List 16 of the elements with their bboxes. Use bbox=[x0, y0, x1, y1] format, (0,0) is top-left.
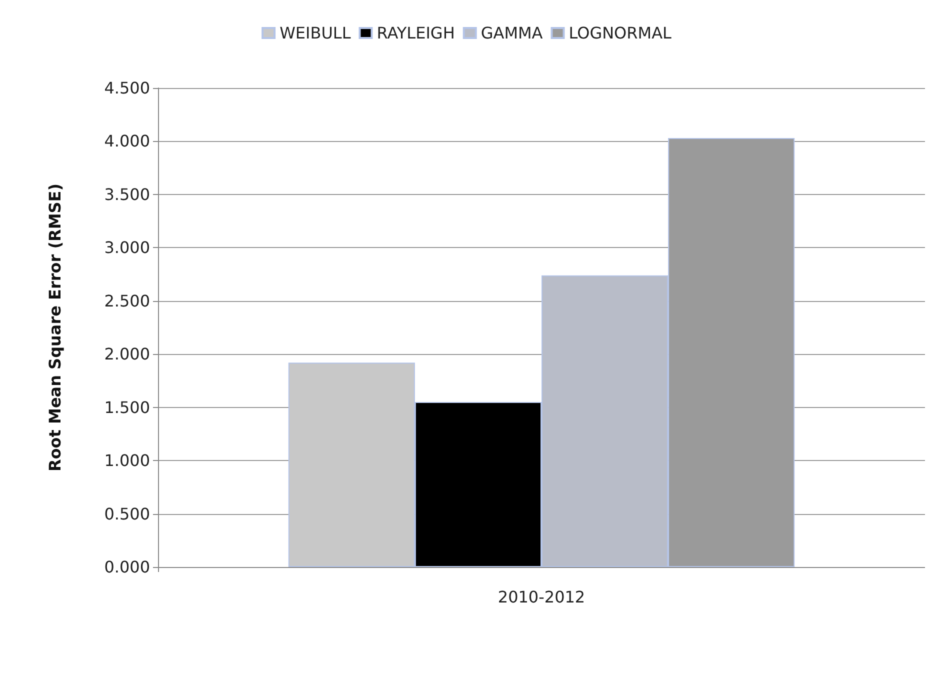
x-tick-label: 2010-2012 bbox=[498, 588, 586, 606]
legend-label: RAYLEIGH bbox=[376, 24, 455, 42]
legend-label: WEIBULL bbox=[280, 24, 351, 42]
y-tick-label: 2.000 bbox=[104, 344, 150, 364]
y-tick-label: 4.000 bbox=[104, 132, 150, 151]
y-tick-label: 3.000 bbox=[104, 238, 150, 258]
y-tick-label: 1.000 bbox=[104, 451, 150, 470]
y-axis-title: Root Mean Square Error (RMSE) bbox=[46, 183, 64, 472]
y-tick-label: 4.500 bbox=[104, 78, 150, 98]
legend-label: LOGNORMAL bbox=[568, 24, 672, 42]
y-tick-label: 1.500 bbox=[104, 398, 150, 417]
y-tick-label: 2.500 bbox=[104, 291, 150, 310]
y-tick-label: 0.000 bbox=[104, 558, 150, 576]
y-tick-label: 3.500 bbox=[104, 184, 150, 204]
legend-label: GAMMA bbox=[480, 24, 543, 42]
y-tick-label: 0.500 bbox=[104, 504, 150, 524]
